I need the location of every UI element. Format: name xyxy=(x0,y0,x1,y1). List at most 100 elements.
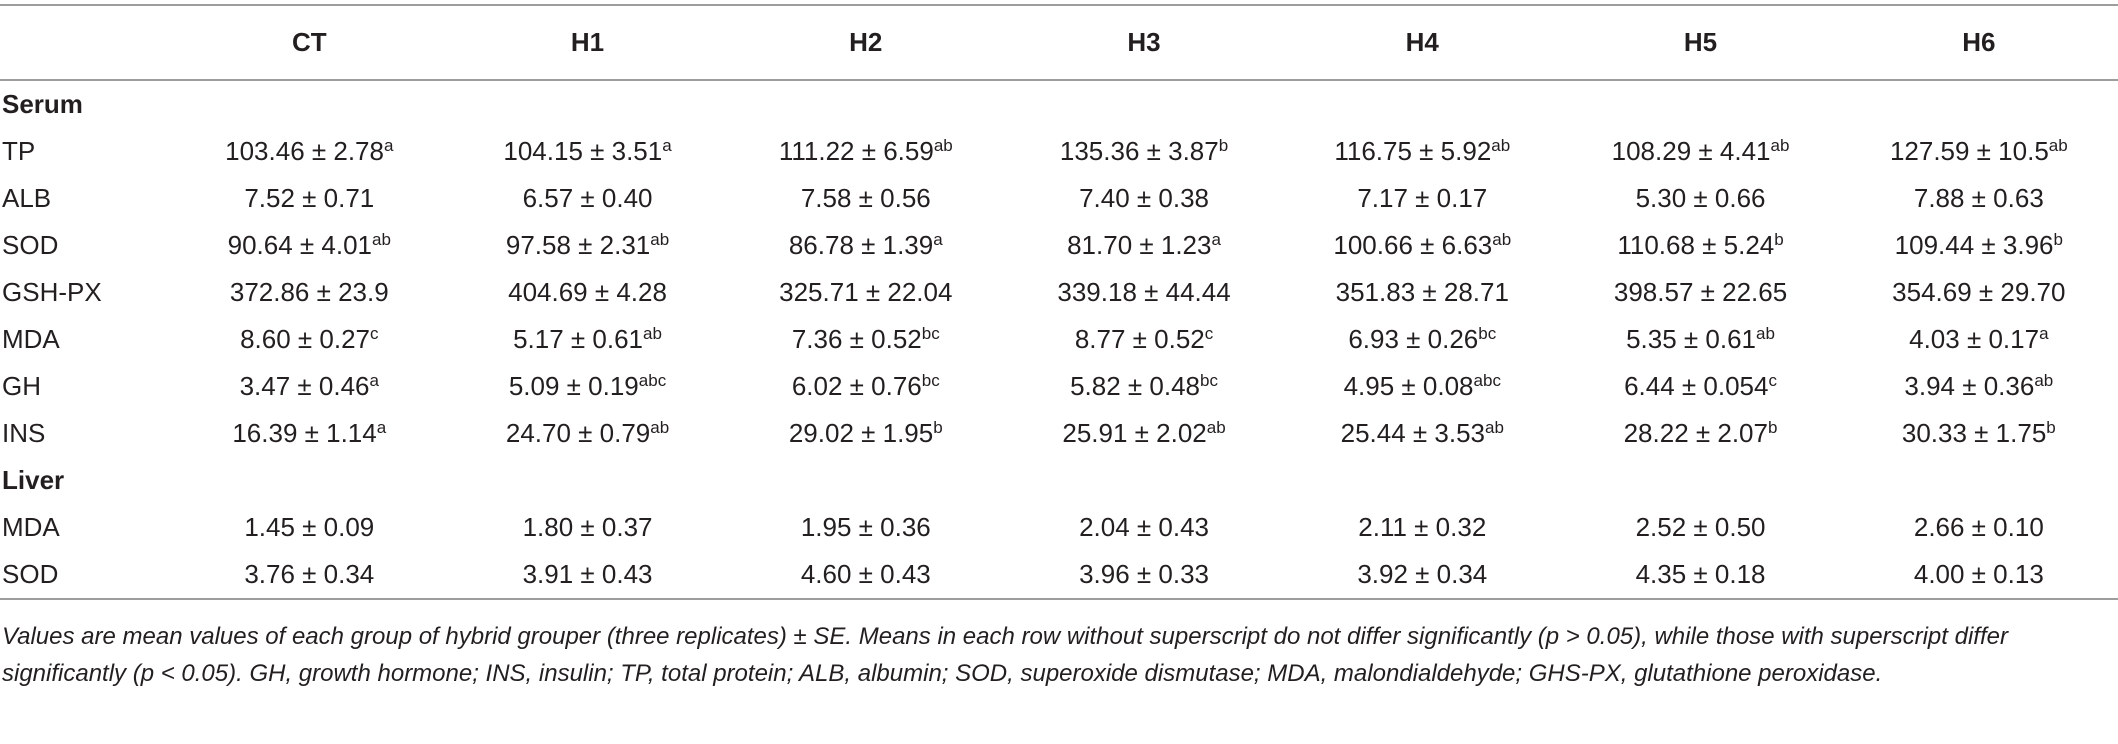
header-row: CT H1 H2 H3 H4 H5 H6 xyxy=(0,4,2118,81)
cell-value: 8.60 ± 0.27 xyxy=(240,324,370,354)
table-cell: 8.60 ± 0.27c xyxy=(170,316,448,363)
table-cell: 100.66 ± 6.63ab xyxy=(1283,222,1561,269)
table-cell: 7.88 ± 0.63 xyxy=(1840,175,2118,222)
cell-value: 7.40 ± 0.38 xyxy=(1079,183,1209,213)
cell-value: 325.71 ± 22.04 xyxy=(779,277,953,307)
cell-value: 90.64 ± 4.01 xyxy=(227,230,373,260)
table-row: MDA 8.60 ± 0.27c 5.17 ± 0.61ab 7.36 ± 0.52b… xyxy=(0,316,2118,363)
table-cell: 3.94 ± 0.36ab xyxy=(1840,363,2118,410)
cell-value: 97.58 ± 2.31 xyxy=(505,230,651,260)
row-label: TP xyxy=(2,136,36,166)
cell-value: 109.44 ± 3.96 xyxy=(1894,230,2054,260)
table-cell: 4.60 ± 0.43 xyxy=(726,551,1005,600)
cell-value: 4.35 ± 0.18 xyxy=(1635,559,1766,589)
column-header: H6 xyxy=(1839,4,2118,81)
cell-value: 86.78 ± 1.39 xyxy=(788,230,934,260)
section-row: Serum xyxy=(0,80,2118,128)
table-cell: 6.93 ± 0.26bc xyxy=(1283,316,1561,363)
significance-superscript: abc xyxy=(1473,371,1501,390)
cell-value: 81.70 ± 1.23 xyxy=(1067,230,1212,260)
table-row: SOD 90.64 ± 4.01ab 97.58 ± 2.31ab 86.78 ± 1… xyxy=(0,222,2118,269)
table-cell: 8.77 ± 0.52c xyxy=(1005,316,1283,363)
table-cell: 354.69 ± 29.70 xyxy=(1840,269,2118,316)
table-cell: 1.95 ± 0.36 xyxy=(727,504,1005,551)
significance-superscript: ab xyxy=(1756,324,1775,343)
cell-value: 2.66 ± 0.10 xyxy=(1913,512,2044,542)
cell-value: 104.15 ± 3.51 xyxy=(503,136,663,166)
table-cell: 339.18 ± 44.44 xyxy=(1005,269,1283,316)
cell-value: 2.04 ± 0.43 xyxy=(1079,512,1209,542)
cell-value: 5.30 ± 0.66 xyxy=(1635,183,1766,213)
table-cell: 3.76 ± 0.34 xyxy=(170,551,449,600)
significance-superscript: ab xyxy=(2048,136,2068,155)
cell-value: 24.70 ± 0.79 xyxy=(505,418,651,448)
table-cell: 7.52 ± 0.71 xyxy=(170,175,448,222)
table-cell: 404.69 ± 4.28 xyxy=(448,269,726,316)
table-cell: 90.64 ± 4.01ab xyxy=(170,222,448,269)
row-label: GSH-PX xyxy=(2,277,102,307)
significance-superscript: ab xyxy=(643,324,662,343)
cell-value: 28.22 ± 2.07 xyxy=(1623,418,1768,448)
significance-superscript: bc xyxy=(921,324,940,343)
cell-value: 3.47 ± 0.46 xyxy=(239,371,370,401)
significance-superscript: ab xyxy=(1770,136,1790,155)
table-cell: 5.30 ± 0.66 xyxy=(1561,175,1839,222)
cell-value: 108.29 ± 4.41 xyxy=(1611,136,1771,166)
table-cell: 325.71 ± 22.04 xyxy=(727,269,1005,316)
cell-value: 4.00 ± 0.13 xyxy=(1913,559,2044,589)
table-cell: 108.29 ± 4.41ab xyxy=(1561,128,1839,175)
table-cell: 1.45 ± 0.09 xyxy=(170,504,448,551)
table-cell: 81.70 ± 1.23a xyxy=(1005,222,1283,269)
table-footnote: Values are mean values of each group of … xyxy=(2,623,2008,687)
cell-value: 135.36 ± 3.87 xyxy=(1059,136,1219,166)
significance-superscript: ab xyxy=(650,230,670,249)
table-cell: 103.46 ± 2.78a xyxy=(170,128,448,175)
significance-superscript: b xyxy=(1774,230,1784,249)
table-cell: 6.02 ± 0.76bc xyxy=(727,363,1005,410)
cell-value: 127.59 ± 10.5 xyxy=(1889,136,2049,166)
table-cell: 7.36 ± 0.52bc xyxy=(727,316,1005,363)
cell-value: 6.02 ± 0.76 xyxy=(791,371,922,401)
row-label: SOD xyxy=(2,230,59,260)
cell-value: 1.95 ± 0.36 xyxy=(800,512,931,542)
significance-superscript: a xyxy=(933,230,943,249)
cell-value: 103.46 ± 2.78 xyxy=(225,136,384,166)
row-label: MDA xyxy=(2,324,60,354)
cell-value: 1.45 ± 0.09 xyxy=(244,512,375,542)
significance-superscript: bc xyxy=(1200,371,1218,390)
significance-superscript: c xyxy=(1768,371,1777,390)
cell-value: 4.60 ± 0.43 xyxy=(800,559,931,589)
row-label: ALB xyxy=(2,183,52,213)
section-title: Liver xyxy=(2,465,65,495)
table-cell: 6.44 ± 0.054c xyxy=(1561,363,1839,410)
column-header: H4 xyxy=(1283,4,1562,81)
table-row: GH 3.47 ± 0.46a 5.09 ± 0.19abc 6.02 ± 0.76b… xyxy=(0,363,2118,410)
table-cell: 28.22 ± 2.07b xyxy=(1561,410,1839,457)
row-label: MDA xyxy=(2,512,60,542)
cell-value: 3.92 ± 0.34 xyxy=(1357,559,1488,589)
significance-superscript: bc xyxy=(1478,324,1497,343)
table-cell: 127.59 ± 10.5ab xyxy=(1840,128,2118,175)
cell-value: 111.22 ± 6.59 xyxy=(778,136,934,166)
table-cell: 3.47 ± 0.46a xyxy=(170,363,448,410)
table-cell: 2.04 ± 0.43 xyxy=(1005,504,1283,551)
results-table: CT H1 H2 H3 H4 H5 H6 Serum TP 103.46 ± 2.7… xyxy=(0,4,2118,600)
table-cell: 104.15 ± 3.51a xyxy=(448,128,726,175)
cell-value: 116.75 ± 5.92 xyxy=(1334,136,1492,166)
significance-superscript: a xyxy=(376,418,387,437)
table-cell: 25.44 ± 3.53ab xyxy=(1283,410,1561,457)
table-cell: 25.91 ± 2.02ab xyxy=(1005,410,1283,457)
table-cell: 5.09 ± 0.19abc xyxy=(448,363,726,410)
cell-value: 4.95 ± 0.08 xyxy=(1343,371,1474,401)
table-cell: 4.03 ± 0.17a xyxy=(1840,316,2118,363)
significance-superscript: c xyxy=(1204,324,1214,343)
table-cell: 3.92 ± 0.34 xyxy=(1283,551,1562,600)
significance-superscript: b xyxy=(1767,418,1778,437)
row-label: SOD xyxy=(0,551,171,600)
table-cell: 4.35 ± 0.18 xyxy=(1561,551,1840,600)
cell-value: 3.96 ± 0.33 xyxy=(1079,559,1209,589)
cell-value: 5.17 ± 0.61 xyxy=(513,324,644,354)
cell-value: 2.11 ± 0.32 xyxy=(1358,512,1487,542)
table-cell: 1.80 ± 0.37 xyxy=(448,504,726,551)
section-title: Serum xyxy=(2,89,83,119)
